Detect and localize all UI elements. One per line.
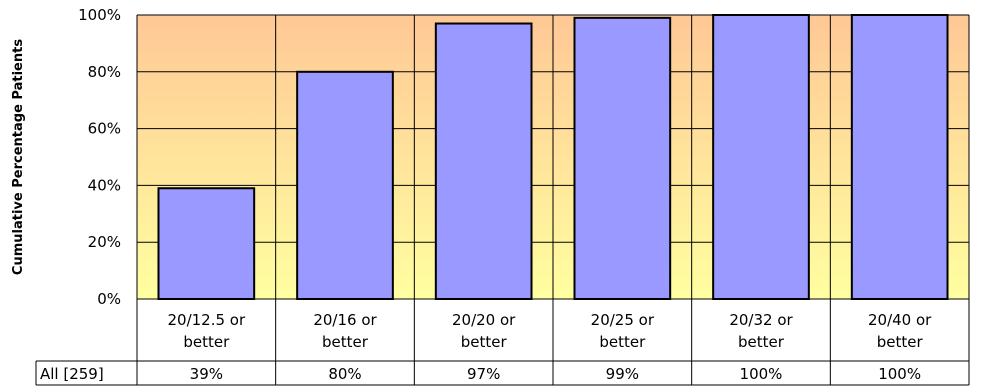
- data-table: 20/12.5 or better 20/16 or better 20/20 or be…: [35, 299, 970, 386]
- x-tick-label: 20/25 or better: [591, 311, 655, 351]
- x-tick-label: 20/16 or better: [313, 311, 377, 351]
- data-label: 80%: [328, 365, 361, 383]
- data-label: 97%: [467, 365, 500, 383]
- bar-series: [157, 14, 949, 301]
- x-tick-label: 20/12.5 or better: [168, 311, 246, 351]
- vertical-gridlines: [136, 15, 970, 299]
- bar: [573, 16, 672, 301]
- y-tick-label: 60%: [88, 120, 121, 138]
- data-label: 39%: [190, 365, 223, 383]
- y-tick-label: 100%: [78, 6, 121, 24]
- data-label: 99%: [606, 365, 639, 383]
- bar: [157, 187, 256, 301]
- x-tick-label: 20/20 or better: [452, 311, 516, 351]
- y-axis-tick-labels: 0% 20% 40% 60% 80% 100%: [78, 6, 121, 308]
- bar: [434, 22, 533, 301]
- x-tick-label: 20/40 or better: [868, 311, 932, 351]
- data-label: 100%: [740, 365, 783, 383]
- series-label: All [259]: [40, 365, 104, 383]
- bar: [712, 14, 810, 300]
- bar: [850, 14, 949, 300]
- y-tick-label: 40%: [88, 176, 121, 194]
- x-tick-label: 20/32 or better: [729, 311, 793, 351]
- y-tick-label: 0%: [97, 290, 121, 308]
- data-label: 100%: [878, 365, 921, 383]
- y-tick-label: 80%: [88, 63, 121, 81]
- bar: [296, 70, 394, 300]
- y-axis-label: Cumulative Percentage Patients: [11, 39, 26, 275]
- y-tick-label: 20%: [88, 233, 121, 251]
